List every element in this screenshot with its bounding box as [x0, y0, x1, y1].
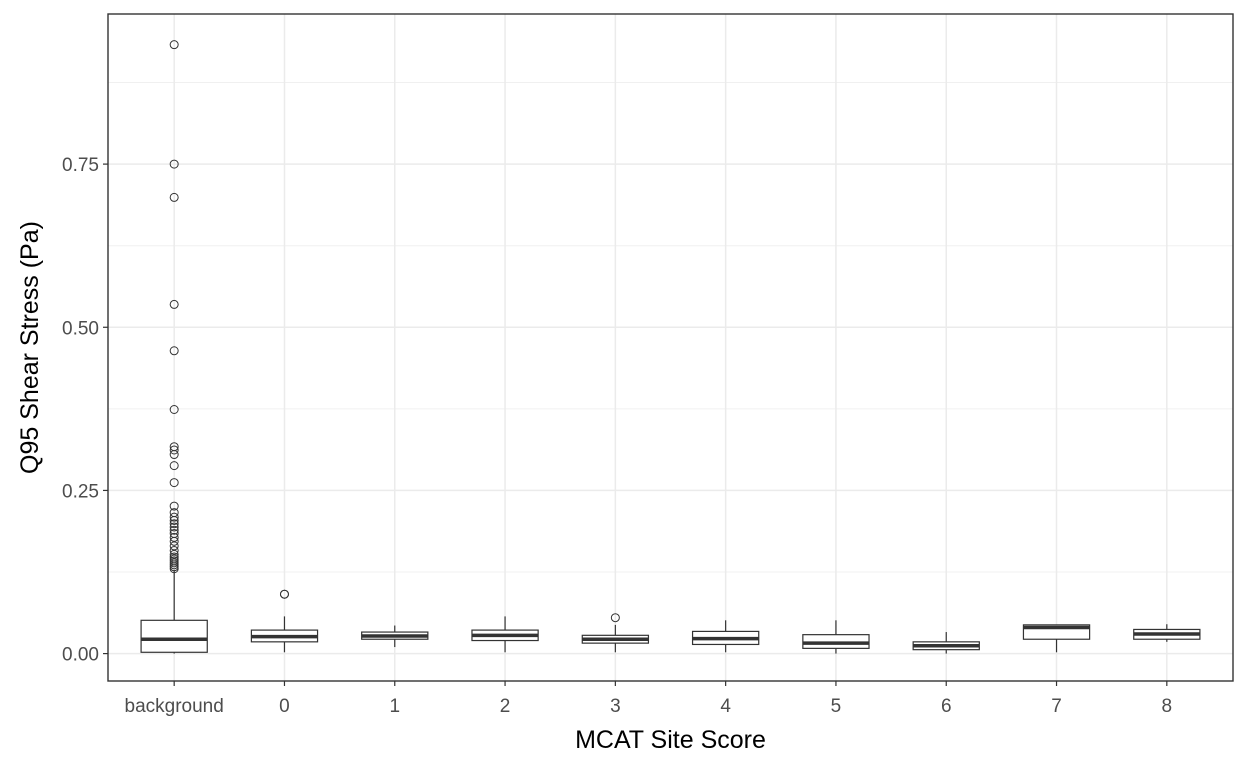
- y-tick-label: 0.50: [62, 318, 99, 339]
- y-tick-label: 0.25: [62, 481, 99, 502]
- box-1: [361, 625, 429, 648]
- box-3: [581, 613, 650, 653]
- box-iqr: [140, 619, 208, 653]
- plot-panel: [108, 14, 1233, 681]
- outlier-point: [169, 40, 179, 50]
- outlier-point: [169, 445, 179, 455]
- outlier-point: [169, 512, 179, 522]
- x-axis-title: MCAT Site Score: [575, 726, 766, 754]
- outlier-point: [169, 525, 179, 535]
- x-tick-label: 4: [720, 696, 731, 717]
- box-2: [471, 616, 539, 653]
- outlier-point: [169, 346, 179, 356]
- x-axis-ticks: background 0 1 2 3 4 5 6 7 8: [125, 681, 1173, 717]
- x-tick-label: 3: [610, 696, 621, 717]
- x-tick-label: 0: [279, 696, 290, 717]
- box-7: [1022, 624, 1091, 653]
- outlier-point: [169, 564, 179, 574]
- outlier-point: [610, 613, 620, 623]
- outlier-point: [169, 501, 179, 511]
- y-tick-label: 0.75: [62, 155, 99, 176]
- outlier-point: [169, 159, 179, 169]
- grid-lines: [108, 14, 1233, 681]
- x-tick-label: 5: [831, 696, 842, 717]
- box-background: [140, 40, 208, 654]
- box-6: [912, 632, 980, 654]
- outlier-point: [169, 478, 179, 488]
- box-4: [691, 620, 760, 653]
- outlier-point: [169, 536, 179, 546]
- y-axis-ticks: 0.00 0.25 0.50 0.75: [62, 155, 108, 666]
- x-tick-label: 6: [941, 696, 952, 717]
- outlier-point: [169, 405, 179, 415]
- box-0: [250, 589, 319, 653]
- box-8: [1133, 624, 1201, 642]
- outlier-point: [169, 522, 179, 532]
- outlier-point: [169, 519, 179, 529]
- x-tick-label: 1: [389, 696, 400, 717]
- y-axis-title: Q95 Shear Stress (Pa): [16, 221, 44, 474]
- x-tick-label: background: [125, 696, 224, 717]
- outlier-point: [169, 192, 179, 202]
- x-tick-label: 8: [1162, 696, 1173, 717]
- x-tick-label: 2: [500, 696, 511, 717]
- outlier-point: [169, 299, 179, 309]
- outlier-point: [169, 461, 179, 471]
- panel-border: [107, 13, 1234, 682]
- box-5: [802, 620, 870, 654]
- outlier-point: [169, 450, 179, 460]
- boxes: [140, 40, 1201, 654]
- y-tick-label: 0.00: [62, 645, 99, 666]
- outlier-point: [169, 515, 179, 525]
- x-tick-label: 7: [1051, 696, 1062, 717]
- outlier-point: [279, 589, 289, 599]
